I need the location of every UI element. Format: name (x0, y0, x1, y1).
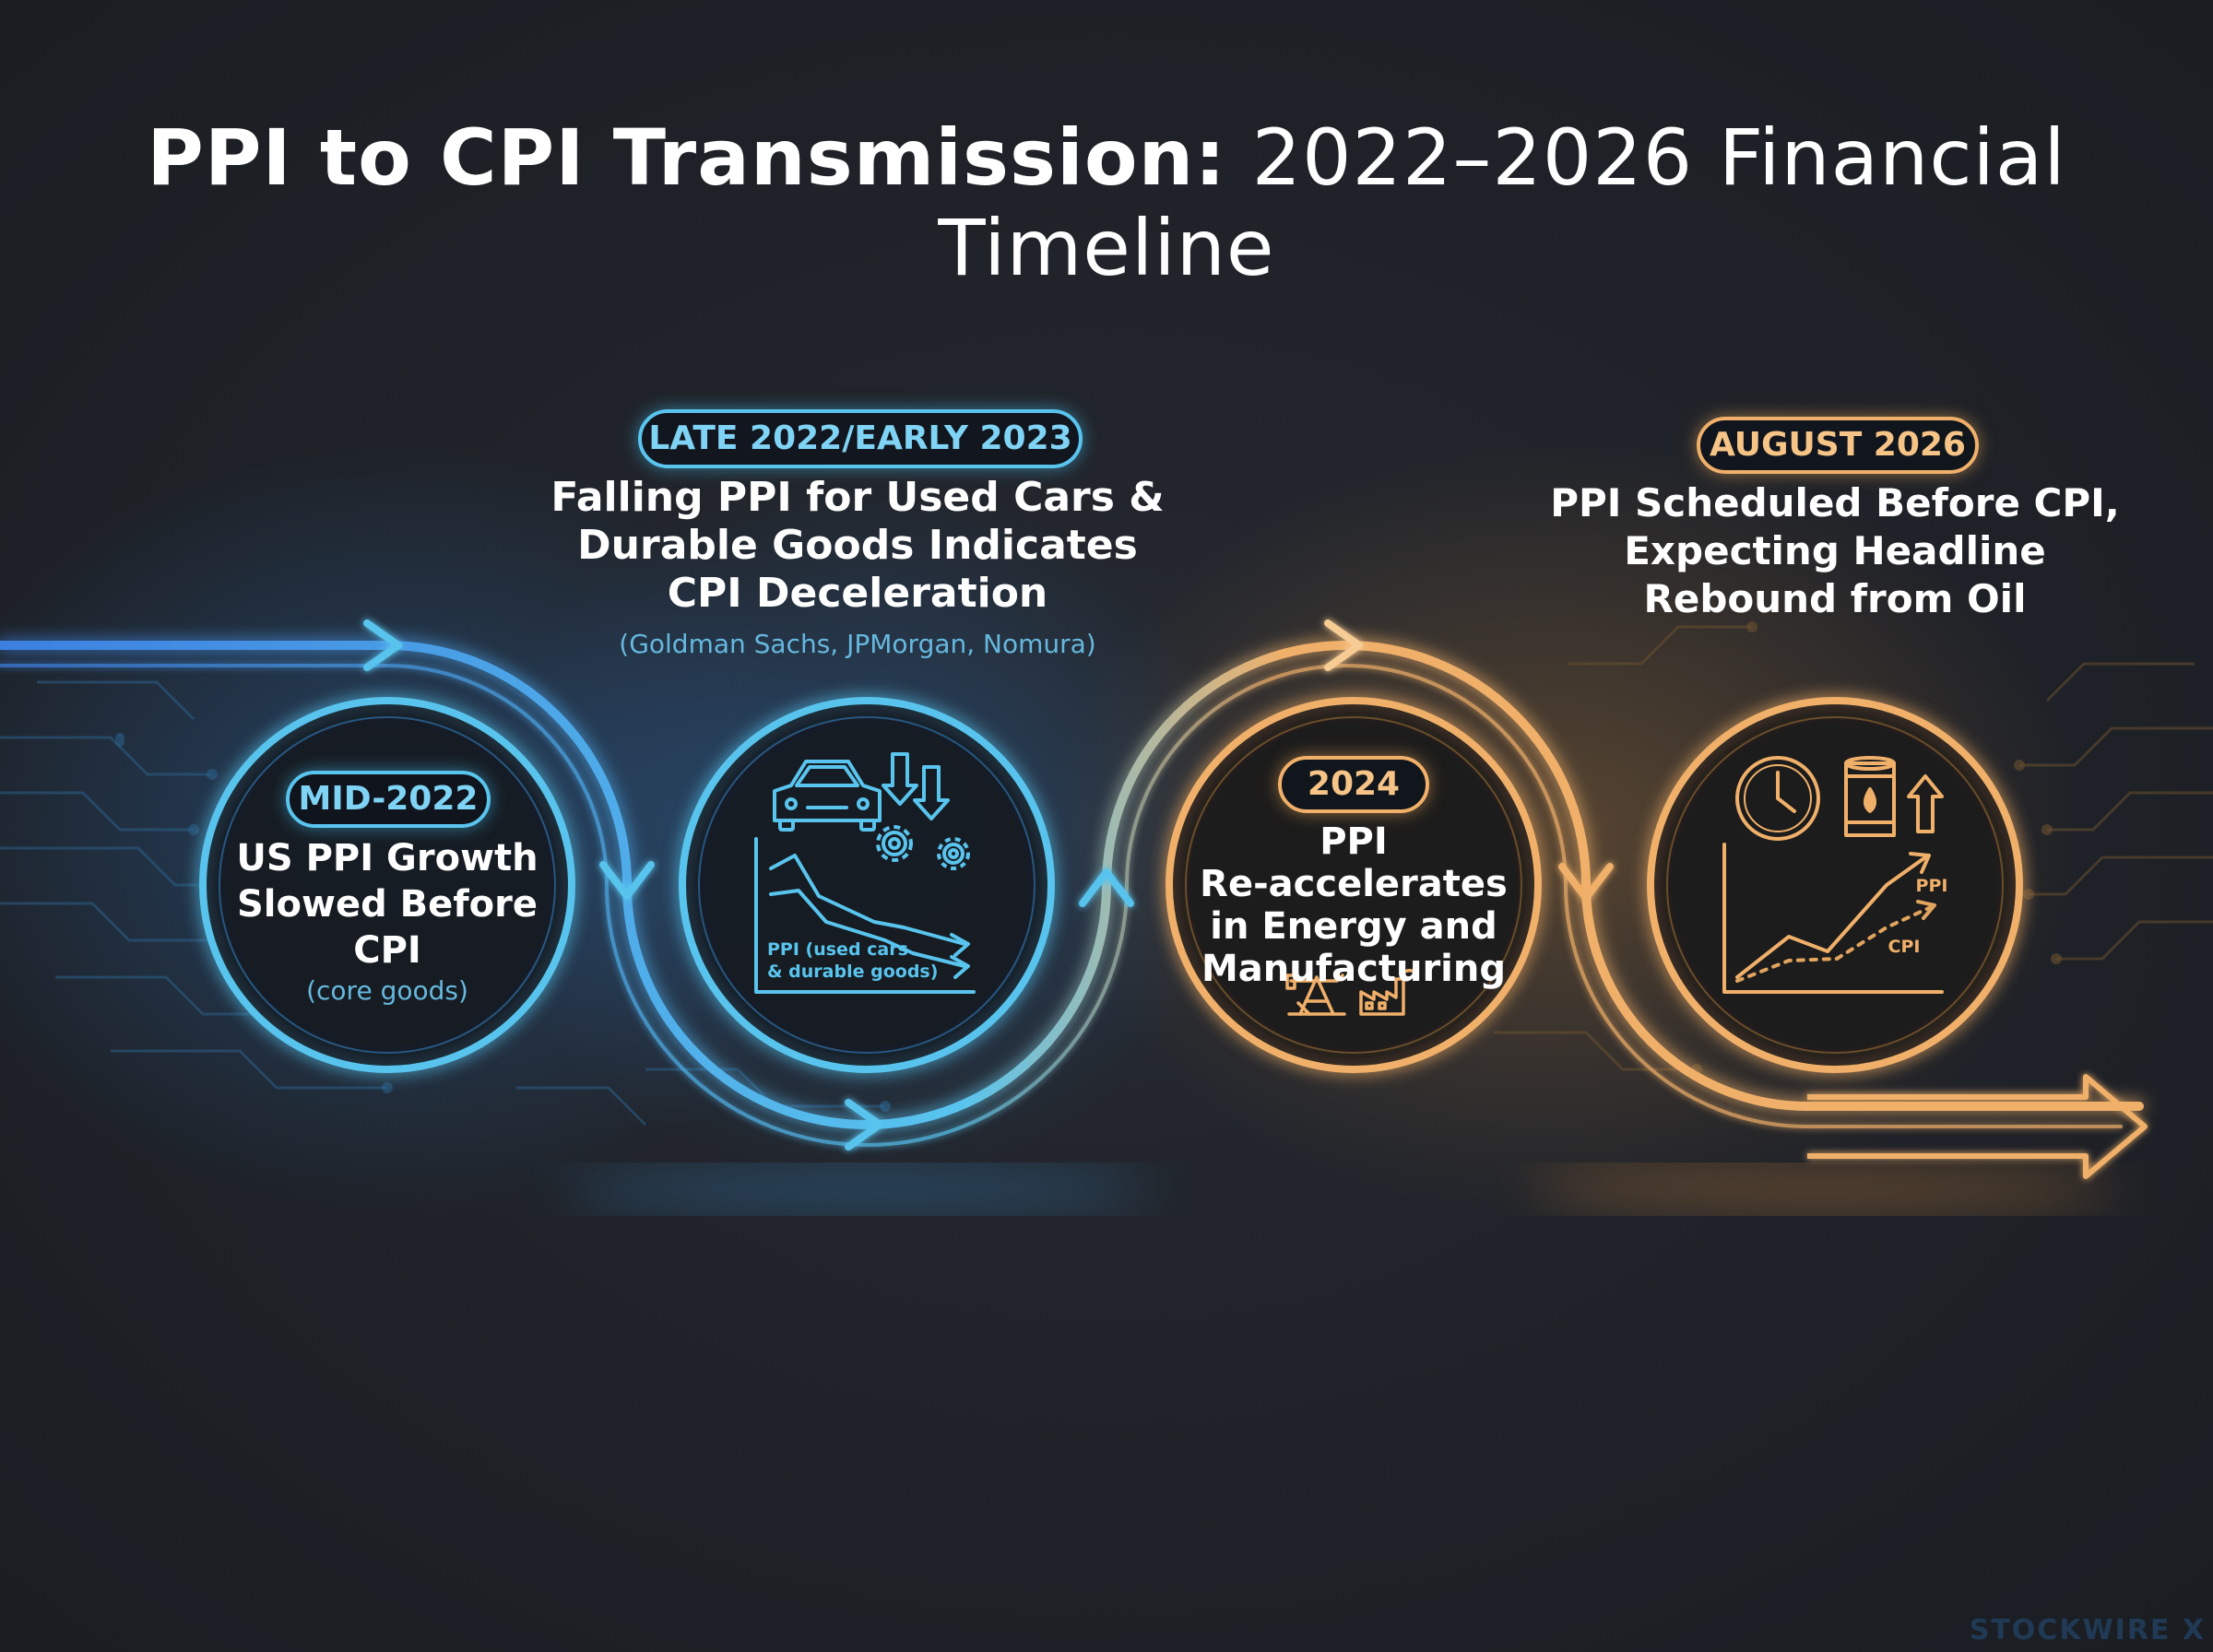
headline-line: CPI Deceleration (667, 570, 1048, 617)
title-light: 2022–2026 Financial Timeline (938, 112, 2066, 293)
flow-path (0, 640, 2144, 1148)
date-badge-august-2026: AUGUST 2026 (1697, 417, 1979, 474)
headline-line: in Energy and (1210, 905, 1497, 948)
event-headline-late-2022: Falling PPI for Used Cars & Durable Good… (544, 474, 1171, 618)
event-headline-2024: PPI Re-accelerates in Energy and Manufac… (1188, 820, 1520, 990)
chart-label-used-cars: PPI (used cars & durable goods) (767, 939, 939, 982)
ppi-line (1735, 856, 1927, 979)
title-bold: PPI to CPI Transmission: (147, 112, 1226, 203)
headline-line: Slowed Before (237, 883, 538, 926)
event-headline-august-2026: PPI Scheduled Before CPI, Expecting Head… (1531, 479, 2139, 623)
headline-line: Rebound from Oil (1643, 576, 2027, 621)
headline-line: Falling PPI for Used Cars & (550, 474, 1165, 521)
event-headline-mid-2022: US PPI Growth Slowed Before CPI (221, 835, 553, 974)
date-badge-late-2022: LATE 2022/EARLY 2023 (638, 409, 1083, 468)
date-badge-mid-2022: MID-2022 (286, 771, 491, 828)
flow-path-main (0, 640, 2144, 1130)
arrowhead-down-left (599, 861, 655, 900)
headline-line: PPI (1320, 820, 1388, 863)
chart-label-cpi: CPI (1888, 937, 1921, 957)
event-note-late-2022: (Goldman Sachs, JPMorgan, Nomura) (619, 629, 1096, 659)
arrowhead-down-right (1558, 863, 1614, 902)
page-title: PPI to CPI Transmission: 2022–2026 Finan… (0, 112, 2213, 293)
node-circle-late-2022 (679, 697, 1055, 1073)
chart-label-ppi: PPI (1915, 876, 1948, 896)
arrowhead-top-left (363, 620, 402, 671)
headline-line: Durable Goods Indicates (577, 522, 1138, 569)
arrowhead-bottom-middle (845, 1099, 883, 1150)
final-arrow-icon (1807, 1074, 2148, 1179)
flow-path-inner (0, 663, 2123, 1148)
gears-icon (876, 825, 970, 870)
cpi-line (1735, 905, 1933, 983)
headline-line: PPI Scheduled Before CPI, (1550, 480, 2120, 525)
date-badge-2024: 2024 (1278, 756, 1429, 813)
up-arrow-icon (1907, 774, 1944, 833)
clock-icon (1735, 756, 1820, 841)
headline-line: Expecting Headline (1624, 528, 2046, 573)
headline-line: Manufacturing (1201, 948, 1506, 990)
flow-arrows (363, 620, 1614, 1150)
node-circle-2024 (1166, 697, 1542, 1073)
oil-barrel-icon (1844, 756, 1896, 837)
headline-line: Re-accelerates (1200, 863, 1508, 905)
event-note-mid-2022: (core goods) (306, 975, 468, 1006)
headline-line: US PPI Growth (236, 837, 538, 879)
watermark-logo: STOCKWIRE X (1969, 1614, 2206, 1646)
rising-chart-icon (1722, 843, 1944, 994)
falling-chart-icon (754, 837, 976, 994)
oil-pump-icon (1285, 974, 1346, 1016)
arrowhead-top-right (1324, 620, 1363, 671)
arrowhead-up-middle (1079, 868, 1134, 907)
down-arrows-icon (882, 752, 950, 820)
factory-icon (1359, 968, 1415, 1016)
headline-line: CPI (353, 929, 421, 972)
car-icon (773, 760, 882, 832)
node-circle-august-2026 (1647, 697, 2023, 1073)
